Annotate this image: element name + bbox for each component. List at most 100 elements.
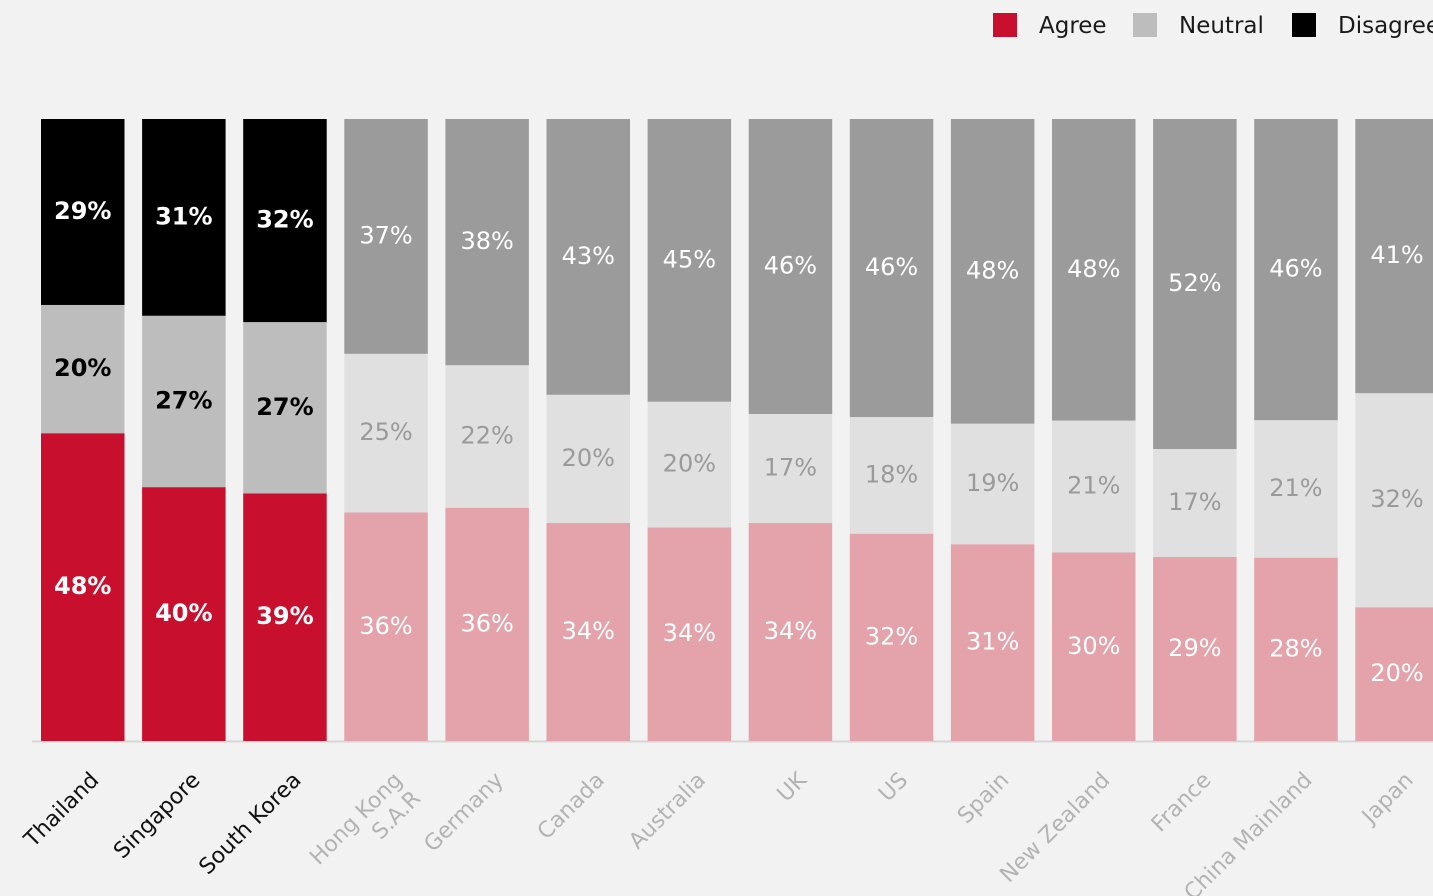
- bar-neutral-japan: [1355, 393, 1433, 608]
- value-label-agree-france: 29%: [1168, 634, 1221, 662]
- bar-neutral-australia: [647, 401, 732, 528]
- value-label-neutral-uk: 17%: [764, 453, 817, 481]
- category-label-singapore: Singapore: [109, 768, 205, 864]
- legend-label-agree: Agree: [1039, 13, 1107, 39]
- bar-disagree-china-mainland: [1254, 119, 1338, 421]
- bar-neutral-thailand: [41, 304, 125, 434]
- value-label-disagree-singapore: 31%: [155, 202, 212, 230]
- bar-agree-singapore: [142, 487, 226, 741]
- bar-disagree-germany: [445, 119, 529, 366]
- category-label-thailand: Thailand: [19, 768, 104, 853]
- value-label-neutral-france: 17%: [1168, 488, 1221, 516]
- bar-agree-us: [849, 533, 934, 741]
- bar-neutral-spain: [950, 423, 1035, 545]
- bar-agree-uk: [748, 522, 833, 741]
- category-label-france: France: [1147, 768, 1216, 837]
- value-label-disagree-us: 46%: [865, 253, 918, 281]
- bar-disagree-uk: [748, 119, 833, 414]
- value-label-disagree-spain: 48%: [966, 256, 1019, 284]
- bar-agree-germany: [445, 507, 529, 741]
- value-label-disagree-new-zealand: 48%: [1067, 255, 1120, 283]
- value-label-disagree-uk: 46%: [764, 251, 817, 279]
- value-label-disagree-hong-kong-s-a-r: 37%: [359, 221, 412, 249]
- bar-neutral-new-zealand: [1052, 420, 1136, 553]
- bar-agree-south-korea: [243, 493, 327, 741]
- value-label-neutral-spain: 19%: [966, 469, 1019, 497]
- bar-disagree-thailand: [41, 119, 125, 305]
- value-label-agree-australia: 34%: [663, 619, 716, 647]
- bar-neutral-us: [849, 417, 934, 534]
- bar-neutral-hong-kong-s-a-r: [344, 353, 428, 513]
- value-label-neutral-canada: 20%: [562, 444, 615, 472]
- value-label-neutral-singapore: 27%: [155, 386, 212, 414]
- value-label-disagree-canada: 43%: [562, 242, 615, 270]
- bar-disagree-france: [1153, 119, 1237, 450]
- category-label-hong-kong-s-a-r: Hong KongS.A.R: [305, 768, 426, 889]
- value-label-neutral-japan: 32%: [1370, 485, 1423, 513]
- bar-neutral-south-korea: [243, 322, 327, 494]
- category-label-canada: Canada: [533, 768, 610, 845]
- bar-disagree-new-zealand: [1052, 119, 1136, 421]
- value-label-disagree-thailand: 29%: [54, 197, 111, 225]
- bar-neutral-singapore: [142, 315, 226, 488]
- value-label-agree-south-korea: 39%: [256, 602, 313, 630]
- value-label-agree-us: 32%: [865, 622, 918, 650]
- bar-neutral-france: [1153, 449, 1237, 557]
- bar-agree-france: [1153, 556, 1237, 741]
- value-label-neutral-us: 18%: [865, 460, 918, 488]
- bar-disagree-japan: [1355, 119, 1433, 394]
- bar-disagree-south-korea: [243, 119, 327, 323]
- bar-disagree-us: [849, 119, 934, 418]
- value-label-agree-germany: 36%: [460, 609, 513, 637]
- bar-agree-japan: [1355, 607, 1433, 741]
- legend: Agree Neutral Disagree: [993, 13, 1433, 39]
- legend-swatch-disagree: [1292, 13, 1316, 37]
- value-label-agree-thailand: 48%: [54, 572, 111, 600]
- value-label-agree-spain: 31%: [966, 628, 1019, 656]
- value-label-agree-china-mainland: 28%: [1269, 634, 1322, 662]
- bar-agree-thailand: [41, 433, 125, 741]
- value-label-agree-new-zealand: 30%: [1067, 632, 1120, 660]
- value-label-disagree-australia: 45%: [663, 245, 716, 273]
- category-label-japan: Japan: [1356, 768, 1418, 830]
- category-label-uk: UK: [773, 767, 813, 807]
- value-label-agree-hong-kong-s-a-r: 36%: [359, 612, 412, 640]
- value-label-neutral-south-korea: 27%: [256, 393, 313, 421]
- category-label-australia: Australia: [624, 768, 710, 854]
- value-label-disagree-japan: 41%: [1370, 241, 1423, 269]
- value-label-neutral-thailand: 20%: [54, 354, 111, 382]
- legend-swatch-neutral: [1133, 13, 1157, 37]
- category-label-germany: Germany: [420, 768, 509, 857]
- value-label-agree-uk: 34%: [764, 617, 817, 645]
- value-label-neutral-australia: 20%: [663, 450, 716, 478]
- value-label-agree-canada: 34%: [562, 617, 615, 645]
- value-labels: 48% 20% 29% 40% 27% 31% 39% 27% 32% 36% 25% 37% 36% 2…: [54, 197, 1424, 687]
- category-label-spain: Spain: [953, 768, 1014, 829]
- bar-agree-canada: [546, 522, 630, 741]
- value-label-disagree-china-mainland: 46%: [1269, 255, 1322, 283]
- legend-swatch-agree: [993, 13, 1017, 37]
- value-label-neutral-hong-kong-s-a-r: 25%: [359, 418, 412, 446]
- value-label-disagree-france: 52%: [1168, 269, 1221, 297]
- value-label-neutral-new-zealand: 21%: [1067, 472, 1120, 500]
- bar-neutral-china-mainland: [1254, 420, 1338, 558]
- bar-agree-hong-kong-s-a-r: [344, 512, 428, 741]
- bar-agree-new-zealand: [1052, 552, 1136, 741]
- bar-disagree-spain: [950, 119, 1035, 424]
- bar-disagree-canada: [546, 119, 630, 395]
- bar-agree-australia: [647, 527, 732, 741]
- category-label-us: US: [874, 768, 913, 807]
- bar-disagree-hong-kong-s-a-r: [344, 119, 428, 354]
- bar-agree-spain: [950, 544, 1035, 741]
- bar-disagree-australia: [647, 119, 732, 402]
- bar-agree-china-mainland: [1254, 557, 1338, 741]
- value-label-neutral-china-mainland: 21%: [1269, 474, 1322, 502]
- bars: [32, 119, 1433, 743]
- value-label-agree-singapore: 40%: [155, 599, 212, 627]
- bar-neutral-germany: [445, 365, 529, 508]
- bar-neutral-uk: [748, 413, 833, 523]
- value-label-agree-japan: 20%: [1370, 659, 1423, 687]
- value-label-neutral-germany: 22%: [460, 421, 513, 449]
